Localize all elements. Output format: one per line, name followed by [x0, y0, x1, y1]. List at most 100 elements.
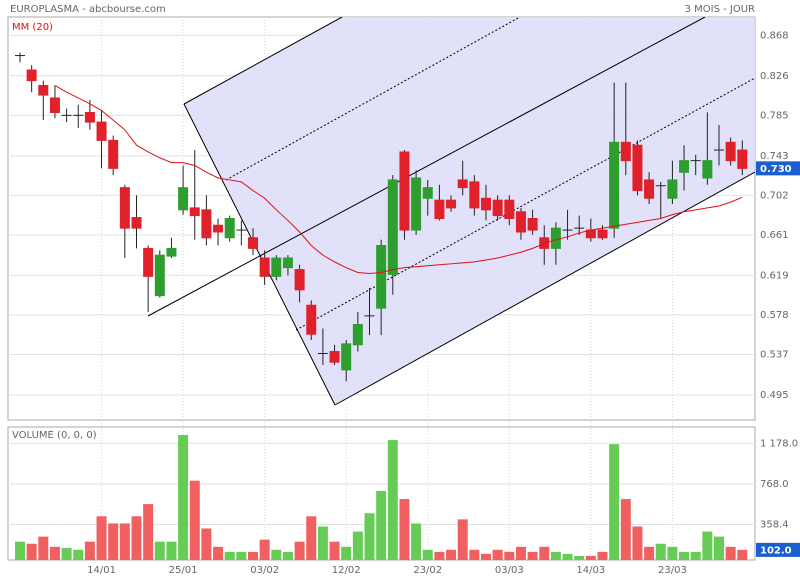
pitchfork-base [183, 103, 336, 406]
volume-bar [26, 543, 37, 560]
candle-body [609, 141, 620, 229]
volume-bar [539, 546, 550, 560]
candle-body [527, 218, 538, 231]
y-tick-label: 358.4 [760, 519, 789, 530]
volume-bar [143, 504, 154, 560]
legend-entry: MM (20) [12, 22, 53, 33]
volume-bar [154, 541, 165, 560]
ma-line [54, 85, 743, 274]
pitchfork [147, 17, 755, 406]
volume-bar [317, 526, 328, 560]
title: EUROPLASMA - abcbourse.com [10, 4, 166, 15]
volume-bar [434, 551, 445, 560]
volume-bar [399, 499, 410, 560]
volume-bar [201, 528, 212, 560]
volume-bar [620, 499, 631, 560]
candle-body [341, 343, 352, 371]
volume-bar [271, 549, 282, 560]
candle-body [492, 199, 503, 217]
candle-body [108, 139, 119, 169]
candle-body [329, 351, 340, 363]
candle-body [434, 199, 445, 220]
volume-bar [166, 541, 177, 560]
volume-bar [352, 531, 363, 560]
candle-body [49, 97, 60, 113]
volume-bar [73, 549, 84, 560]
volume-bar [492, 549, 503, 560]
last-value-box [756, 542, 800, 557]
volume-bar [411, 523, 422, 560]
volume-bar [481, 553, 491, 560]
candle-body [224, 218, 235, 239]
candle-body [201, 209, 212, 239]
volume-bar [469, 549, 480, 560]
mark-layer: 0.730 102.0 [15, 52, 800, 560]
candle-body [481, 197, 491, 211]
x-tick-label: 14/03 [576, 565, 605, 576]
candle-body [84, 111, 95, 123]
candle-body [446, 199, 457, 209]
candle-body [504, 199, 515, 220]
volume-bar [457, 519, 468, 560]
x-tick-label: 03/02 [250, 565, 279, 576]
candle-body [679, 160, 690, 173]
y-tick-label: 0.743 [760, 151, 789, 162]
candle-body [26, 69, 37, 82]
y-tick-label: 0.537 [760, 349, 789, 360]
x-tick-label: 23/02 [413, 565, 442, 576]
volume-bar [178, 435, 189, 560]
candle-body [259, 257, 270, 277]
pitchfork-upper [183, 17, 343, 105]
volume-bar [38, 536, 49, 560]
volume-bar [597, 551, 608, 560]
volume-bar [329, 541, 340, 560]
volume-bar [84, 541, 95, 560]
candle-body [306, 304, 317, 335]
volume-bar [515, 546, 526, 560]
candle-body [632, 144, 643, 192]
volume-bar [702, 531, 713, 560]
volume-bar [376, 490, 387, 560]
candle-body [550, 227, 561, 249]
volume-bar [632, 526, 643, 560]
volume-bar [667, 546, 678, 560]
volume-bar [585, 555, 596, 560]
volume-bar [737, 549, 748, 560]
pitchfork-median [147, 17, 706, 317]
volume-bar [527, 551, 538, 560]
y-tick-label: 0.578 [760, 310, 789, 321]
candle-body [352, 324, 363, 346]
volume-bar [224, 551, 235, 560]
candle-body [294, 269, 305, 291]
volume-bar [96, 516, 107, 560]
volume-bar [259, 539, 270, 560]
volume-bar [131, 516, 142, 560]
volume-bar [49, 546, 60, 560]
x-tick-label: 03/03 [495, 565, 524, 576]
volume-bar [108, 523, 119, 560]
candle-body [143, 247, 154, 277]
volume-bar [306, 516, 317, 560]
pitchfork-area [184, 17, 755, 405]
y-tick-label: 1 178.0 [760, 438, 798, 449]
candle-body [38, 84, 49, 96]
candle-body [96, 121, 107, 141]
candle-body [411, 177, 422, 231]
candle-body [515, 211, 526, 233]
last-value-label: 102.0 [760, 545, 792, 556]
candle-body [282, 257, 293, 269]
last-value-label: 0.730 [760, 164, 792, 175]
candle-body [667, 179, 678, 199]
y-tick-label: 0.868 [760, 30, 789, 41]
volume-bar [387, 440, 398, 560]
candle-body [702, 160, 713, 179]
y-tick-label: 0.661 [760, 230, 789, 241]
candle-body [399, 151, 410, 231]
volume-bar [690, 551, 701, 560]
volume-bar [725, 546, 736, 560]
volume-bar [679, 551, 690, 560]
candle-body [387, 179, 398, 275]
candle-body [737, 149, 748, 169]
